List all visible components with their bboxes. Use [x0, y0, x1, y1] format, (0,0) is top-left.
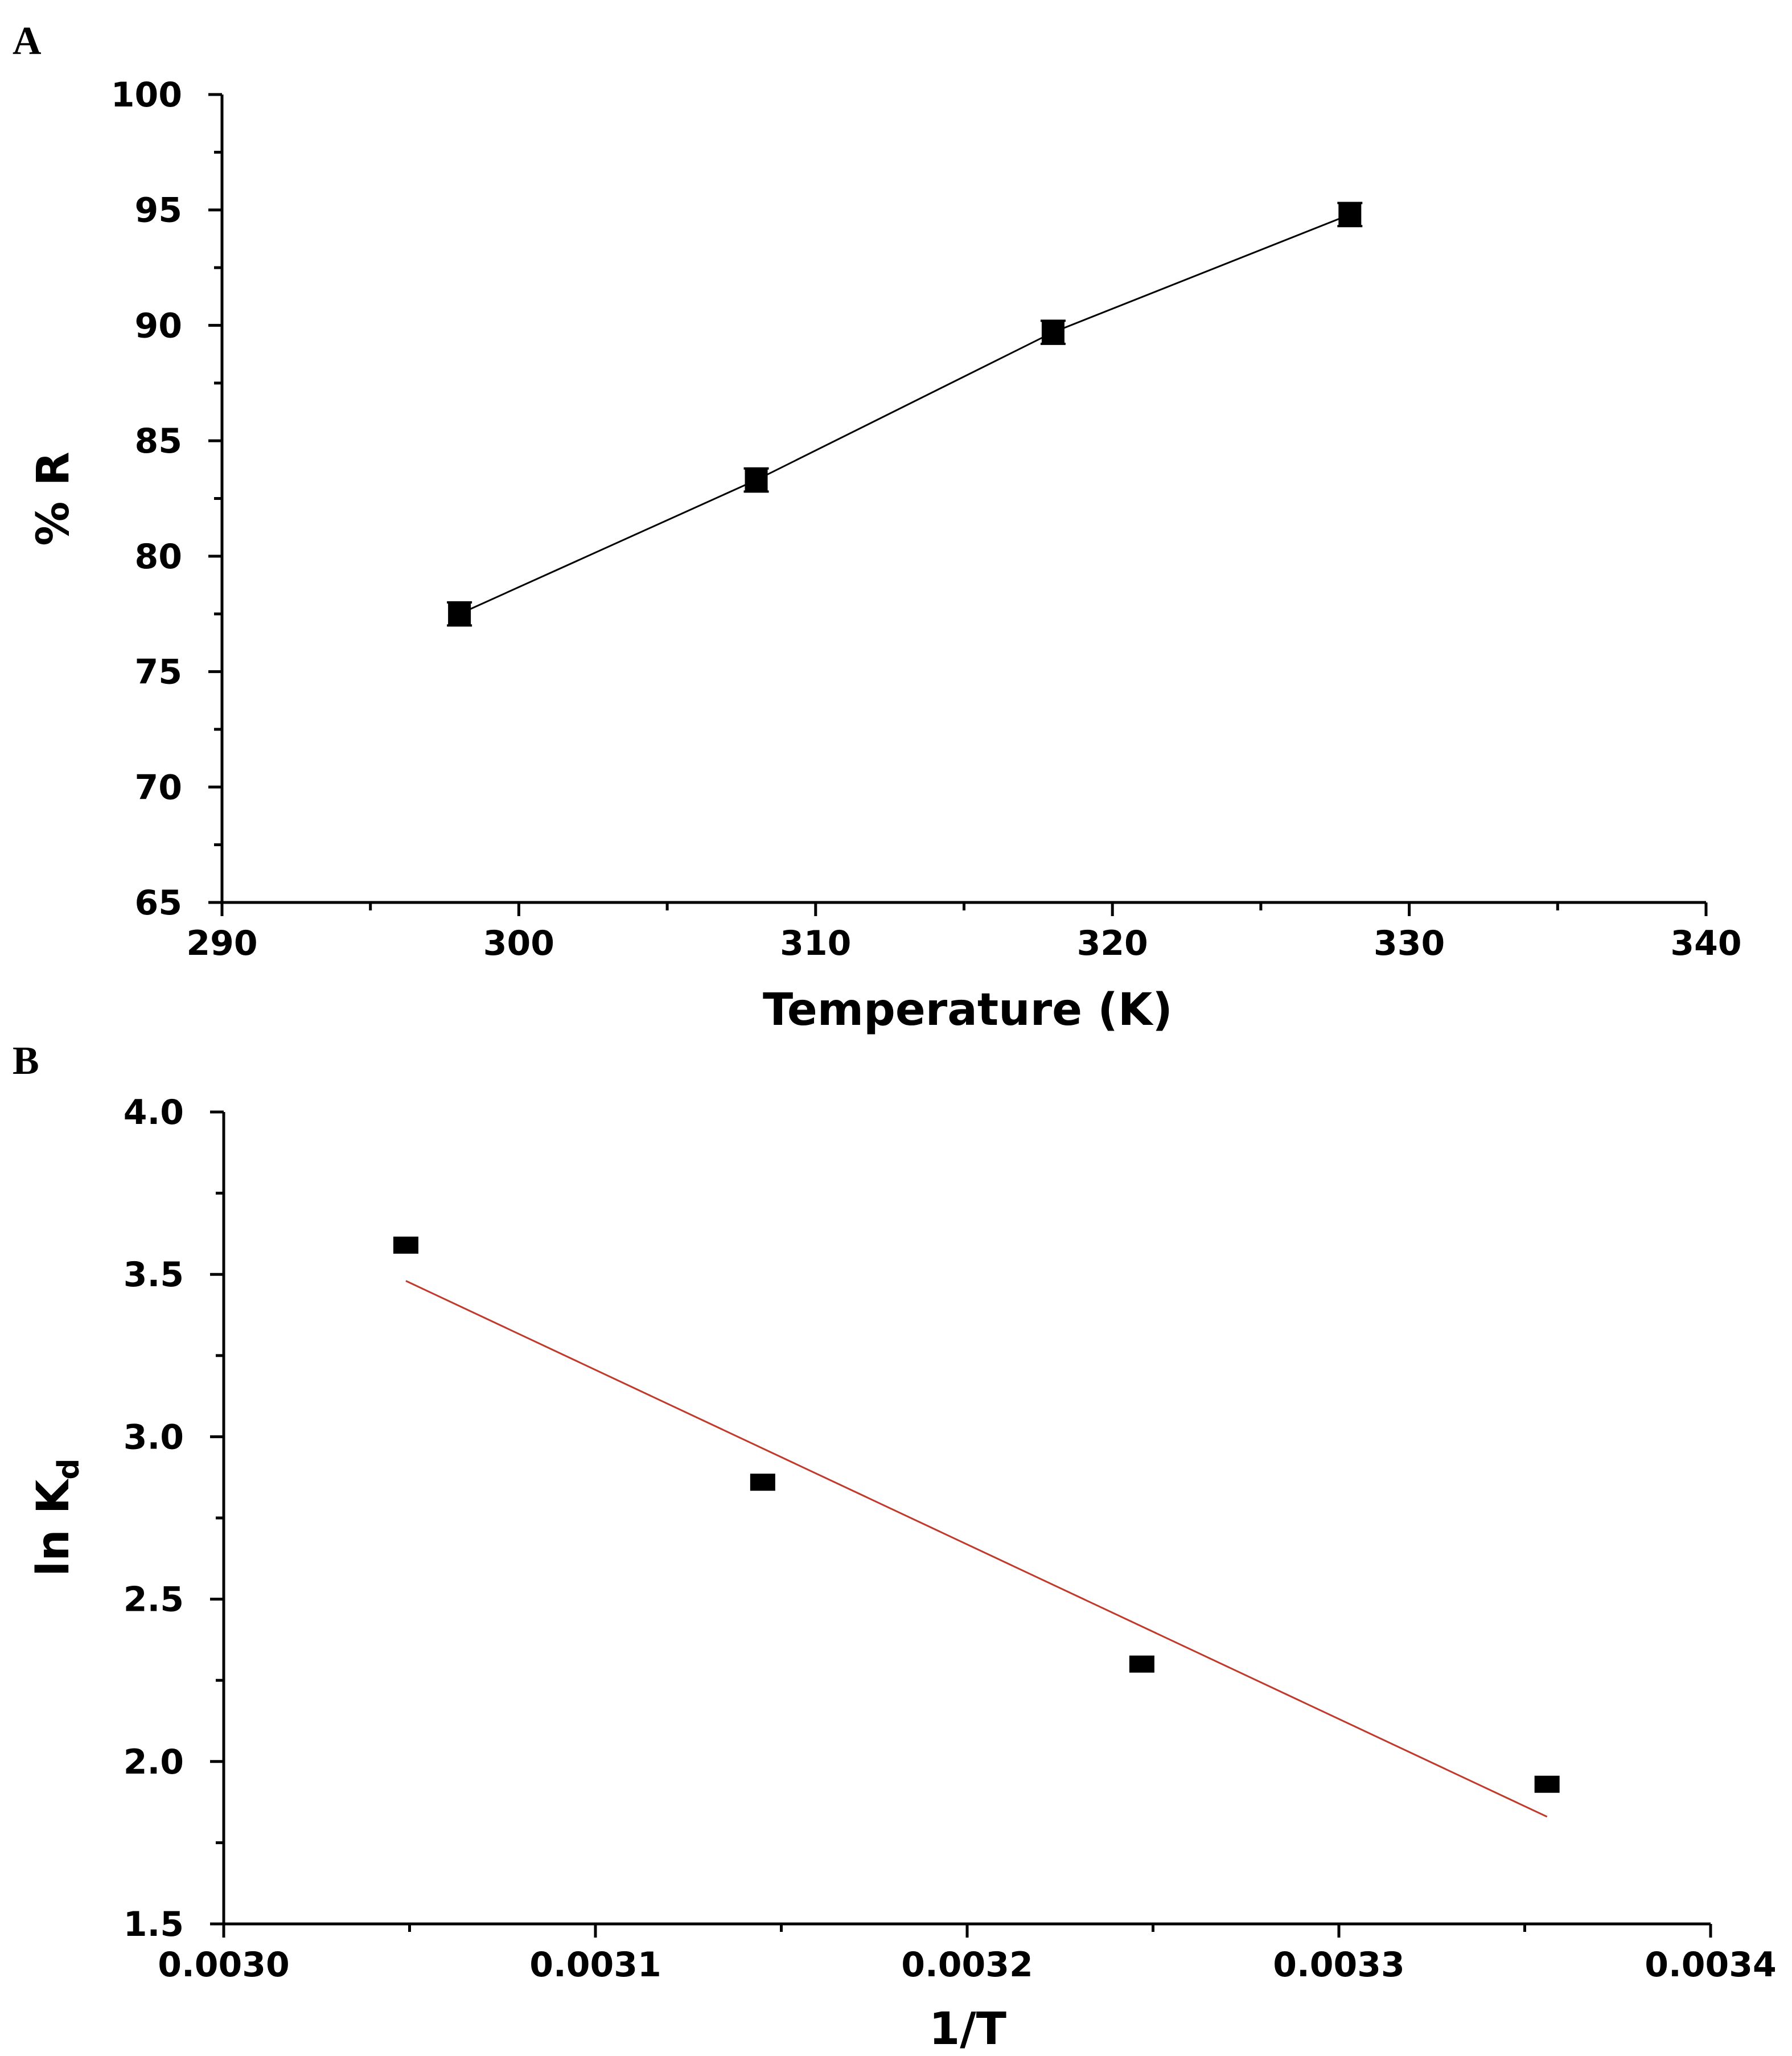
chart-a-y-tick-label: 90	[135, 306, 183, 346]
chart-b-y-axis-title-main: ln K	[28, 1478, 79, 1576]
chart-a-y-tick-label: 85	[135, 421, 183, 461]
chart-a-x-tick-label: 310	[780, 924, 851, 963]
chart-a-x-tick-label: 320	[1077, 924, 1148, 963]
chart-b-data-point	[1534, 1775, 1560, 1793]
chart-a-y-tick-label: 70	[135, 768, 183, 807]
panel-a-label: A	[13, 19, 42, 63]
chart-a-x-tick-label: 300	[483, 924, 554, 963]
chart-b-x-tick-label: 0.0033	[1273, 1945, 1405, 1985]
chart-a-data-point	[448, 602, 471, 626]
chart-a: Temperature (K) % R 290 300 310 320 330 340 65…	[28, 75, 1742, 1036]
chart-b: 1/T ln Kd 0.0030 0.0031 0.0032 0.0033 0.0034…	[28, 1093, 1777, 2055]
chart-b-data-point	[1129, 1655, 1154, 1673]
chart-a-x-tick-label: 290	[186, 924, 257, 963]
chart-a-x-tick-label: 340	[1670, 924, 1741, 963]
chart-a-data-point	[1041, 321, 1064, 344]
chart-b-x-tick-label: 0.0030	[158, 1945, 290, 1985]
chart-b-x-tick-label: 0.0032	[901, 1945, 1033, 1985]
chart-a-data-point	[1338, 203, 1362, 226]
chart-b-data-point	[393, 1236, 418, 1254]
chart-a-y-tick-label: 65	[135, 883, 183, 923]
chart-a-y-axis-title: % R	[28, 452, 79, 545]
chart-a-y-tick-label: 75	[135, 652, 183, 692]
chart-b-y-tick-label: 2.5	[124, 1580, 184, 1620]
chart-b-y-axis-title: ln Kd	[28, 1458, 86, 1576]
chart-a-y-tick-label: 80	[135, 537, 183, 577]
chart-b-x-axis-title: 1/T	[929, 2004, 1006, 2055]
chart-a-data-point	[745, 469, 768, 492]
chart-b-y-tick-label: 1.5	[124, 1905, 184, 1944]
chart-b-y-tick-label: 3.0	[124, 1417, 184, 1457]
chart-b-data-point	[750, 1474, 775, 1491]
panel-b-label: B	[13, 1039, 39, 1083]
chart-a-x-tick-label: 330	[1374, 924, 1445, 963]
chart-b-y-axis-title-sub: d	[52, 1458, 86, 1479]
chart-a-y-tick-label: 100	[111, 75, 182, 115]
chart-a-y-tick-label: 95	[135, 191, 183, 231]
chart-b-x-tick-label: 0.0034	[1645, 1945, 1777, 1985]
chart-a-series-line	[459, 214, 1350, 615]
chart-b-fit-line	[405, 1280, 1548, 1818]
chart-b-y-tick-label: 3.5	[124, 1255, 184, 1295]
chart-b-x-tick-label: 0.0031	[529, 1945, 661, 1985]
chart-a-x-axis-title: Temperature (K)	[763, 984, 1173, 1036]
chart-b-y-tick-label: 2.0	[124, 1742, 184, 1782]
chart-b-y-tick-label: 4.0	[124, 1093, 184, 1132]
